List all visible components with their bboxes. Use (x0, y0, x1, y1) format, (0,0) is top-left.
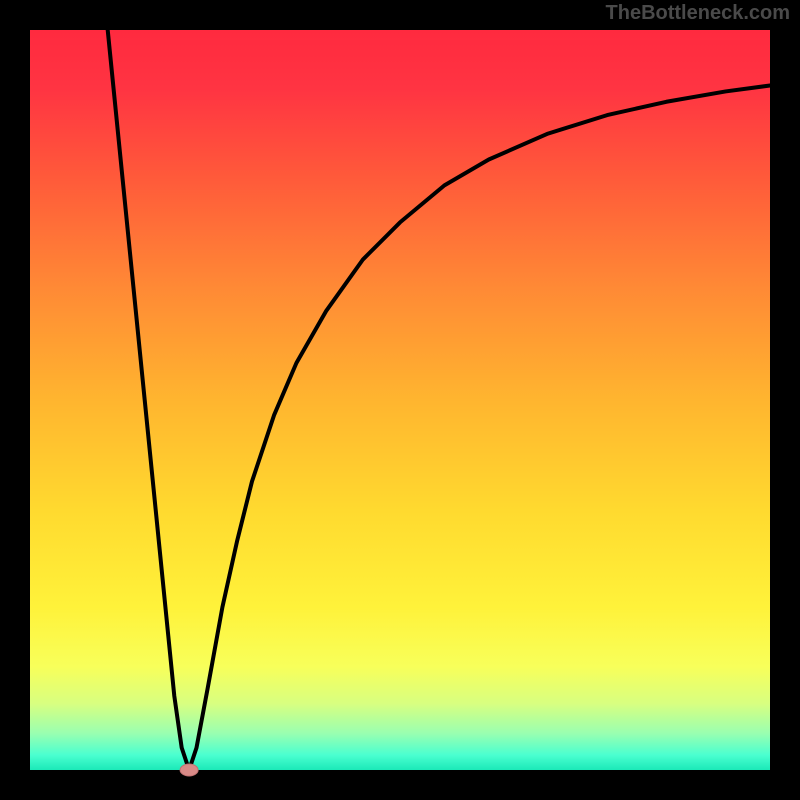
chart-container: TheBottleneck.com (0, 0, 800, 800)
bottleneck-chart (0, 0, 800, 800)
plot-area (30, 30, 770, 770)
watermark-text: TheBottleneck.com (606, 2, 790, 25)
optimum-marker (180, 764, 198, 776)
